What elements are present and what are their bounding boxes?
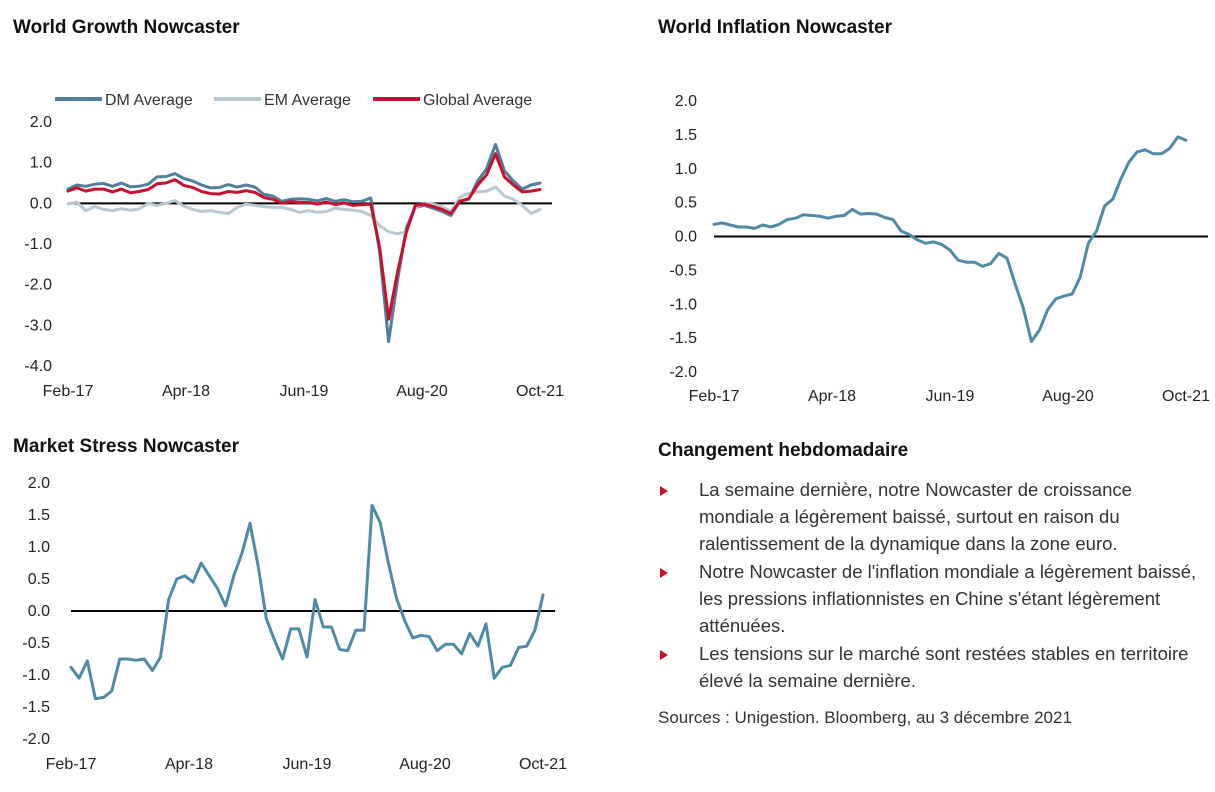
y-tick-label: -2.0 xyxy=(22,731,50,748)
summary-item: Notre Nowcaster de l'inflation mondiale … xyxy=(658,558,1203,639)
y-tick-label: 2.0 xyxy=(28,475,50,492)
x-tick-label: Jun-19 xyxy=(280,383,329,400)
y-tick-label: 2.0 xyxy=(675,93,697,110)
bullet-triangle-icon xyxy=(660,568,668,578)
y-tick-label: -2.0 xyxy=(24,277,52,294)
x-tick-label: Feb-17 xyxy=(689,388,740,405)
y-tick-label: -1.0 xyxy=(669,296,697,313)
y-tick-label: -1.5 xyxy=(669,330,697,347)
inflation-chart: 2.0 1.5 1.0 0.5 0.0 -0.5 -1.0 -1.5 -2.0 Feb-17 Apr… xyxy=(669,93,1210,405)
summary-item-text: Notre Nowcaster de l'inflation mondiale … xyxy=(699,561,1197,636)
x-tick-label: Jun-19 xyxy=(926,388,975,405)
x-tick-label: Feb-17 xyxy=(43,383,94,400)
y-tick-label: -2.0 xyxy=(669,364,697,381)
x-tick-label: Jun-19 xyxy=(283,756,332,773)
y-tick-label: 1.0 xyxy=(30,155,52,172)
x-tick-label: Oct-21 xyxy=(516,383,564,400)
summary-title: Changement hebdomadaire xyxy=(658,440,909,461)
bullet-triangle-icon xyxy=(660,486,668,496)
x-tick-label: Apr-18 xyxy=(165,756,213,773)
x-tick-label: Aug-20 xyxy=(1042,388,1094,405)
stress-chart-title: Market Stress Nowcaster xyxy=(13,436,239,457)
x-tick-label: Aug-20 xyxy=(396,383,448,400)
summary-item: Les tensions sur le marché sont restées … xyxy=(658,640,1203,694)
x-tick-label: Oct-21 xyxy=(519,756,567,773)
summary-list: La semaine dernière, notre Nowcaster de … xyxy=(658,476,1203,694)
y-tick-label: -1.0 xyxy=(24,236,52,253)
x-tick-label: Aug-20 xyxy=(399,756,451,773)
global-average-line xyxy=(66,152,542,321)
legend-label: DM Average xyxy=(105,92,193,109)
sources-note: Sources : Unigestion. Bloomberg, au 3 dé… xyxy=(658,708,1072,727)
inflation-chart-title: World Inflation Nowcaster xyxy=(658,17,893,38)
y-tick-label: 0.5 xyxy=(675,195,697,212)
y-tick-label: 0.0 xyxy=(675,229,697,246)
legend-label: Global Average xyxy=(423,92,532,109)
y-tick-label: 0.0 xyxy=(30,195,52,212)
summary-item: La semaine dernière, notre Nowcaster de … xyxy=(658,476,1203,557)
x-tick-label: Feb-17 xyxy=(46,756,97,773)
series-line xyxy=(69,503,545,701)
stress-chart: 2.0 1.5 1.0 0.5 0.0 -0.5 -1.0 -1.5 -2.0 Feb-17 Apr… xyxy=(22,475,567,773)
y-tick-label: 1.0 xyxy=(675,161,697,178)
x-tick-label: Apr-18 xyxy=(808,388,856,405)
y-tick-label: 1.5 xyxy=(675,127,697,144)
summary-item-text: La semaine dernière, notre Nowcaster de … xyxy=(699,479,1132,554)
bullet-triangle-icon xyxy=(660,650,668,660)
x-tick-label: Apr-18 xyxy=(162,383,210,400)
legend-label: EM Average xyxy=(264,92,351,109)
y-tick-label: -0.5 xyxy=(669,262,697,279)
y-tick-label: -4.0 xyxy=(24,358,52,375)
y-tick-label: 1.5 xyxy=(28,507,50,524)
y-tick-label: -0.5 xyxy=(22,635,50,652)
y-tick-label: 2.0 xyxy=(30,114,52,131)
y-tick-label: 0.5 xyxy=(28,571,50,588)
y-tick-label: 1.0 xyxy=(28,539,50,556)
growth-chart-title: World Growth Nowcaster xyxy=(13,17,240,38)
x-tick-label: Oct-21 xyxy=(1162,388,1210,405)
y-tick-label: -1.5 xyxy=(22,699,50,716)
y-tick-label: 0.0 xyxy=(28,603,50,620)
summary-item-text: Les tensions sur le marché sont restées … xyxy=(699,643,1189,691)
y-tick-label: -1.0 xyxy=(22,667,50,684)
growth-chart: 2.0 1.0 0.0 -1.0 -2.0 -3.0 -4.0 Feb-17 Apr-18 Jun… xyxy=(24,92,564,400)
series-line xyxy=(712,135,1188,343)
em-average-line xyxy=(66,185,542,236)
y-tick-label: -3.0 xyxy=(24,317,52,334)
weekly-summary: Changement hebdomadaire La semaine derni… xyxy=(658,440,1203,728)
